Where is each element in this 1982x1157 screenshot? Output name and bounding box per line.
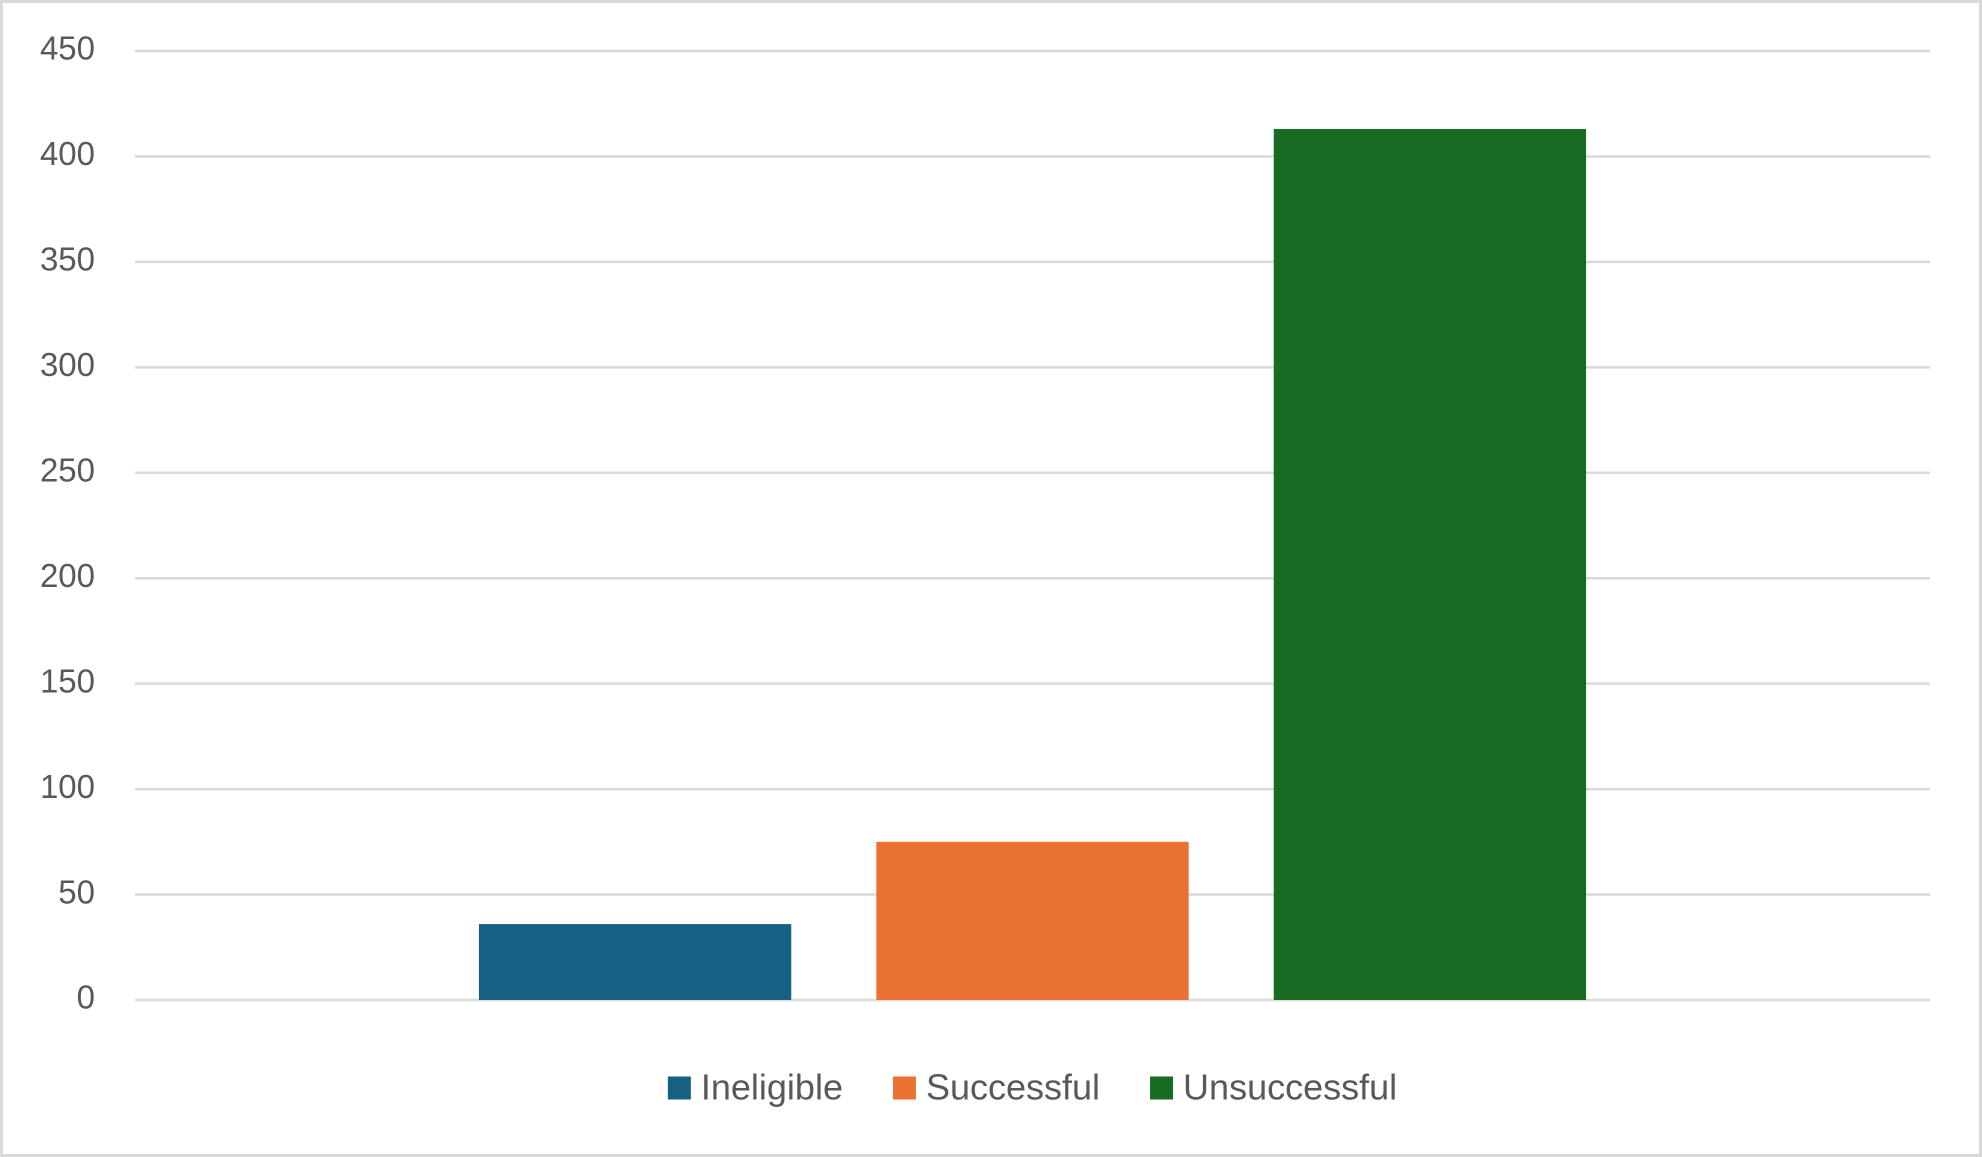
y-tick-label: 150 <box>40 662 95 699</box>
legend-label: Ineligible <box>701 1067 843 1108</box>
legend-swatch <box>892 1076 916 1100</box>
legend-swatch <box>667 1076 691 1100</box>
y-tick-label: 250 <box>40 451 95 488</box>
y-tick-label: 50 <box>58 873 95 910</box>
y-tick-label: 450 <box>40 30 95 67</box>
bar <box>876 841 1189 1000</box>
legend-swatch <box>1150 1076 1174 1100</box>
bar <box>478 924 792 1000</box>
y-tick-label: 400 <box>40 135 95 172</box>
y-tick-label: 100 <box>40 768 95 805</box>
bar <box>1273 129 1587 1001</box>
y-tick-label: 300 <box>40 346 95 383</box>
legend-label: Successful <box>926 1067 1100 1108</box>
y-tick-label: 200 <box>40 557 95 594</box>
y-tick-label: 0 <box>77 979 95 1016</box>
legend-label: Unsuccessful <box>1183 1067 1397 1108</box>
y-tick-label: 350 <box>40 241 95 278</box>
